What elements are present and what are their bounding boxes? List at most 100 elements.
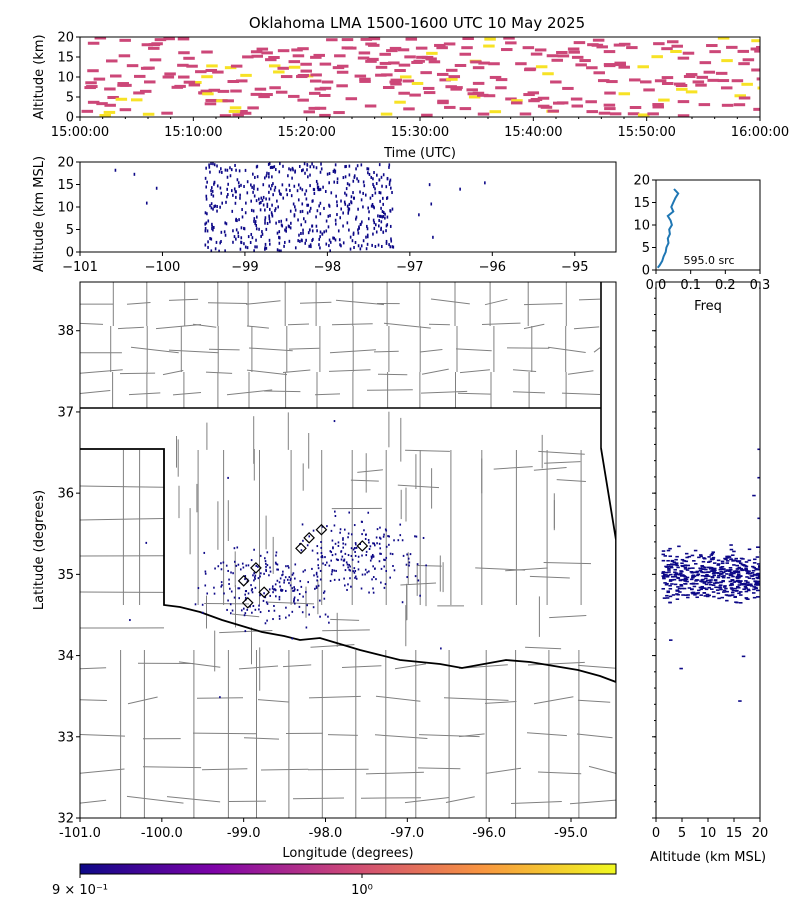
lon-height-point <box>350 195 353 199</box>
lon-height-point <box>327 225 330 229</box>
plan-view-point <box>232 572 234 575</box>
plan-view-point <box>264 560 267 563</box>
lon-height-point <box>208 165 211 169</box>
lon-height-point <box>210 192 213 196</box>
lon-height-point <box>377 243 380 247</box>
plan-view-point <box>263 592 265 595</box>
plan-view-point <box>204 584 207 587</box>
height-lat-point <box>725 560 730 562</box>
lon-height-point <box>272 193 274 197</box>
lon-height-point <box>348 164 351 168</box>
plan-view-point <box>268 574 270 577</box>
x-tick-label: 0.2 <box>715 278 736 293</box>
lon-height-point <box>318 237 321 241</box>
height-lat-point <box>674 572 679 574</box>
height-lat-point <box>707 571 711 574</box>
time-height-point <box>546 54 559 58</box>
lon-height-point <box>211 227 213 231</box>
plan-view-point <box>324 563 327 566</box>
histogram-line <box>656 188 680 269</box>
plan-view-point <box>297 599 299 602</box>
plan-view-point <box>220 568 223 571</box>
time-height-point <box>268 55 280 59</box>
time-height-point <box>236 109 248 113</box>
plan-view-point <box>349 577 351 580</box>
lon-height-point <box>211 222 213 226</box>
plan-view-point <box>379 537 382 540</box>
lon-height-point <box>357 244 360 248</box>
height-lat-point <box>744 597 749 600</box>
lon-height-point <box>391 245 394 249</box>
county-line <box>341 665 382 668</box>
plan-view-point <box>334 542 337 545</box>
lon-height-point <box>209 237 211 241</box>
plan-view-point <box>354 576 356 579</box>
time-height-xlabel: Time (UTC) <box>383 146 456 161</box>
time-height-point <box>188 83 201 87</box>
lon-height-point <box>206 180 208 184</box>
lon-height-point <box>266 221 269 225</box>
time-height-point <box>386 49 398 53</box>
lon-height-point <box>253 194 256 198</box>
county-line <box>573 326 600 330</box>
county-line <box>80 369 123 374</box>
lon-height-point <box>370 204 373 208</box>
height-lat-point <box>747 589 751 592</box>
time-height-point <box>653 42 665 46</box>
lon-height-point <box>342 211 344 215</box>
height-lat-point <box>758 565 760 568</box>
height-lat-point <box>719 584 723 586</box>
lon-height-point <box>334 238 337 242</box>
plan-view-point <box>372 542 374 545</box>
lon-height-point <box>374 245 377 249</box>
lon-height-point <box>238 218 240 222</box>
lon-height-point <box>261 232 264 236</box>
height-lat-point <box>690 591 695 594</box>
x-tick-label: -100.0 <box>141 826 183 841</box>
county-line <box>421 368 449 375</box>
time-height-point <box>110 74 122 78</box>
height-lat-point <box>686 594 690 596</box>
lon-height-point <box>388 243 390 247</box>
height-lat-point <box>749 585 754 587</box>
county-line <box>117 326 144 330</box>
lon-height-point <box>205 197 208 201</box>
plan-view-point <box>312 606 315 609</box>
time-height-point <box>685 90 698 94</box>
height-lat-point <box>696 592 700 594</box>
lon-height-point <box>381 244 383 248</box>
colorbar-gradient <box>79 863 617 875</box>
lon-height-point <box>380 214 382 218</box>
lon-height-point <box>264 216 267 220</box>
height-lat-point <box>730 583 734 585</box>
height-lat-point <box>744 568 749 571</box>
lon-height-point <box>336 177 339 181</box>
time-height-point <box>382 86 395 90</box>
height-lat-point <box>664 574 668 576</box>
plan-view-point <box>324 613 327 616</box>
plan-view-point <box>269 566 271 569</box>
lon-height-point <box>336 180 339 184</box>
time-height-point <box>224 66 237 70</box>
lon-height-point <box>372 182 374 186</box>
height-lat-point <box>676 566 680 569</box>
y-tick-label: 20 <box>633 174 650 189</box>
height-lat-point <box>737 576 741 579</box>
lon-height-point <box>328 244 330 248</box>
lon-height-point <box>229 166 231 170</box>
height-lat-point <box>669 566 674 569</box>
lon-height-point <box>362 205 364 209</box>
plan-view-point <box>268 609 270 612</box>
lon-height-point <box>334 163 337 167</box>
lon-height-point <box>238 169 241 173</box>
lon-height-point <box>252 172 254 176</box>
lon-height-point <box>288 167 290 171</box>
county-line <box>246 325 269 329</box>
time-height-point <box>321 80 334 84</box>
plan-view-point <box>236 546 239 549</box>
county-line <box>493 466 533 470</box>
county-line <box>459 369 490 374</box>
height-lat-point <box>699 555 703 558</box>
time-height-point <box>212 70 224 74</box>
plan-view-point <box>355 546 358 549</box>
